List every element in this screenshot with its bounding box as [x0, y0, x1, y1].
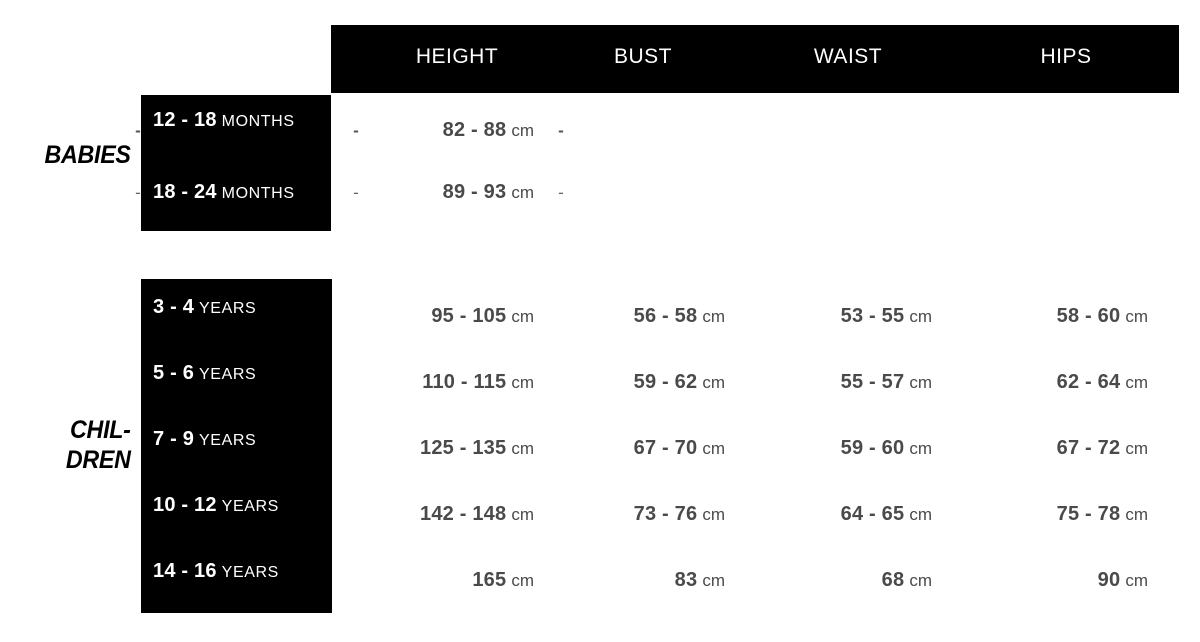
age-label: 5 - 6 YEARS [153, 363, 256, 383]
age-unit: YEARS [199, 300, 257, 317]
age-range: 12 - 18 [153, 109, 217, 131]
value-height: 165 cm [472, 569, 534, 591]
column-header-hips: HIPS [1040, 45, 1092, 68]
value-waist: 53 - 55 cm [840, 305, 932, 327]
value-hips: - [135, 121, 141, 140]
value-height: 125 - 135 cm [420, 437, 534, 459]
column-header-bust: BUST [613, 45, 673, 68]
age-label: 18 - 24 MONTHS [153, 182, 295, 202]
age-unit: YEARS [221, 498, 279, 515]
value-hips: 90 cm [1097, 569, 1148, 591]
children-age-block [141, 279, 332, 613]
age-unit: YEARS [199, 432, 257, 449]
age-range: 5 - 6 [153, 362, 195, 384]
age-unit: YEARS [199, 366, 257, 383]
value-hips: 67 - 72 cm [1056, 437, 1148, 459]
value-bust: 59 - 62 cm [633, 371, 725, 393]
value-waist: - [353, 183, 359, 202]
column-header-waist: WAIST [813, 45, 883, 68]
value-bust: 67 - 70 cm [633, 437, 725, 459]
age-unit: MONTHS [221, 185, 295, 202]
age-unit: MONTHS [221, 113, 295, 130]
value-bust: 73 - 76 cm [633, 503, 725, 525]
age-unit: YEARS [221, 564, 279, 581]
age-label: 14 - 16 YEARS [153, 561, 279, 581]
value-waist: 68 cm [881, 569, 932, 591]
age-range: 10 - 12 [153, 494, 217, 516]
age-range: 7 - 9 [153, 428, 195, 450]
value-hips: 58 - 60 cm [1056, 305, 1148, 327]
babies-age-block [141, 95, 331, 231]
value-height: 89 - 93 cm [442, 181, 534, 203]
column-header-height: HEIGHT [415, 45, 499, 68]
group-label-children: CHIL- DREN [66, 416, 131, 474]
group-label-babies: BABIES [44, 141, 131, 169]
value-waist: - [353, 121, 359, 140]
age-label: 7 - 9 YEARS [153, 429, 256, 449]
value-waist: 59 - 60 cm [840, 437, 932, 459]
value-height: 95 - 105 cm [431, 305, 534, 327]
value-bust: 83 cm [674, 569, 725, 591]
value-hips: 62 - 64 cm [1056, 371, 1148, 393]
age-range: 18 - 24 [153, 181, 217, 203]
value-bust: 56 - 58 cm [633, 305, 725, 327]
value-hips: 75 - 78 cm [1056, 503, 1148, 525]
age-label: 3 - 4 YEARS [153, 297, 256, 317]
age-range: 14 - 16 [153, 560, 217, 582]
value-bust: - [558, 183, 564, 202]
value-height: 82 - 88 cm [442, 119, 534, 141]
value-bust: - [558, 121, 564, 140]
value-waist: 64 - 65 cm [840, 503, 932, 525]
age-range: 3 - 4 [153, 296, 195, 318]
value-hips: - [135, 183, 141, 202]
age-label: 12 - 18 MONTHS [153, 110, 295, 130]
value-height: 142 - 148 cm [420, 503, 534, 525]
age-label: 10 - 12 YEARS [153, 495, 279, 515]
table-header-bar [331, 25, 1179, 93]
value-height: 110 - 115 cm [422, 371, 534, 393]
value-waist: 55 - 57 cm [840, 371, 932, 393]
